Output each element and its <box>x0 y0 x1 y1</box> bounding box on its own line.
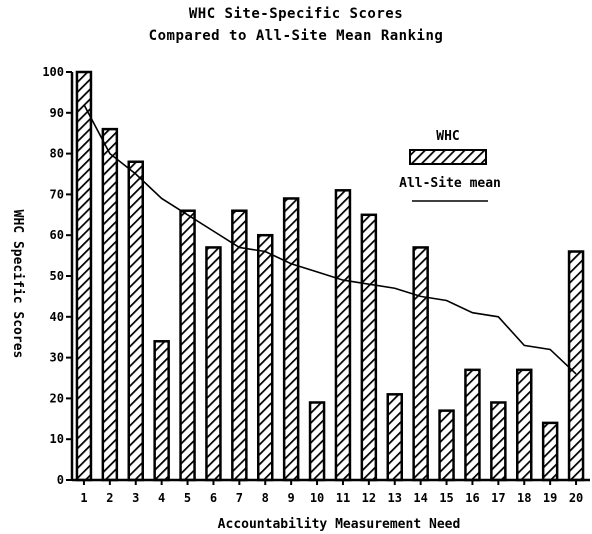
x-tick-label: 3 <box>132 491 139 505</box>
x-tick-label: 6 <box>210 491 217 505</box>
bar-3 <box>127 160 144 482</box>
legend-label-whc: WHC <box>436 129 459 144</box>
bars-layer <box>75 70 585 482</box>
y-tick-label: 70 <box>50 187 64 201</box>
all-site-mean-line <box>83 104 577 375</box>
bar-19 <box>541 421 559 482</box>
chart-subtitle: Compared to All-Site Mean Ranking <box>148 28 444 44</box>
bar-15 <box>438 409 455 482</box>
y-tick-label: 80 <box>50 147 64 161</box>
x-tick-label: 5 <box>184 491 191 505</box>
bar-12 <box>360 213 378 482</box>
bar-10 <box>308 401 326 482</box>
bar-9 <box>282 197 300 482</box>
x-tick-label: 17 <box>491 491 505 505</box>
bar-18 <box>516 368 533 482</box>
bar-14 <box>412 246 429 482</box>
legend-swatch-whc <box>409 149 487 165</box>
x-tick-label: 10 <box>310 491 324 505</box>
y-tick-label: 20 <box>50 391 64 405</box>
x-tick-label: 9 <box>288 491 295 505</box>
x-tick-label: 14 <box>413 491 427 505</box>
y-tick-label: 60 <box>50 228 64 242</box>
x-tick-label: 11 <box>336 491 350 505</box>
y-tick-label: 50 <box>50 269 64 283</box>
x-tick-label: 16 <box>465 491 479 505</box>
bar-7 <box>231 209 248 482</box>
y-tick-label: 10 <box>50 432 64 446</box>
bar-6 <box>205 246 222 482</box>
x-tick-label: 8 <box>262 491 269 505</box>
y-tick-label: 100 <box>42 65 64 79</box>
x-tick-label: 1 <box>80 491 87 505</box>
x-tick-label: 19 <box>543 491 557 505</box>
bar-2 <box>101 127 119 482</box>
bar-11 <box>334 189 352 482</box>
x-tick-label: 4 <box>158 491 165 505</box>
y-axis-title: WHC Specific Scores <box>10 210 25 359</box>
bar-16 <box>464 368 481 482</box>
y-tick-label: 90 <box>50 106 64 120</box>
y-tick-label: 40 <box>50 310 64 324</box>
bar-1 <box>75 70 93 482</box>
bar-20 <box>567 250 585 482</box>
y-tick-label: 30 <box>50 351 64 365</box>
bar-5 <box>179 209 196 482</box>
x-tick-label: 20 <box>569 491 583 505</box>
x-axis-title: Accountability Measurement Need <box>218 517 461 532</box>
mean-line-layer <box>83 104 577 375</box>
legend-label-all-site-mean: All-Site mean <box>399 176 501 191</box>
y-tick-label: 0 <box>57 473 64 487</box>
bar-8 <box>257 233 274 482</box>
chart-title: WHC Site-Specific Scores <box>188 6 404 22</box>
x-tick-label: 15 <box>439 491 453 505</box>
x-tick-label: 13 <box>388 491 402 505</box>
x-tick-label: 7 <box>236 491 243 505</box>
x-tick-label: 12 <box>362 491 376 505</box>
legend: WHC All-Site mean <box>399 129 501 202</box>
x-tick-label: 2 <box>106 491 113 505</box>
bar-4 <box>153 340 170 482</box>
bar-13 <box>386 393 403 482</box>
x-tick-label: 18 <box>517 491 531 505</box>
bar-17 <box>490 401 507 482</box>
